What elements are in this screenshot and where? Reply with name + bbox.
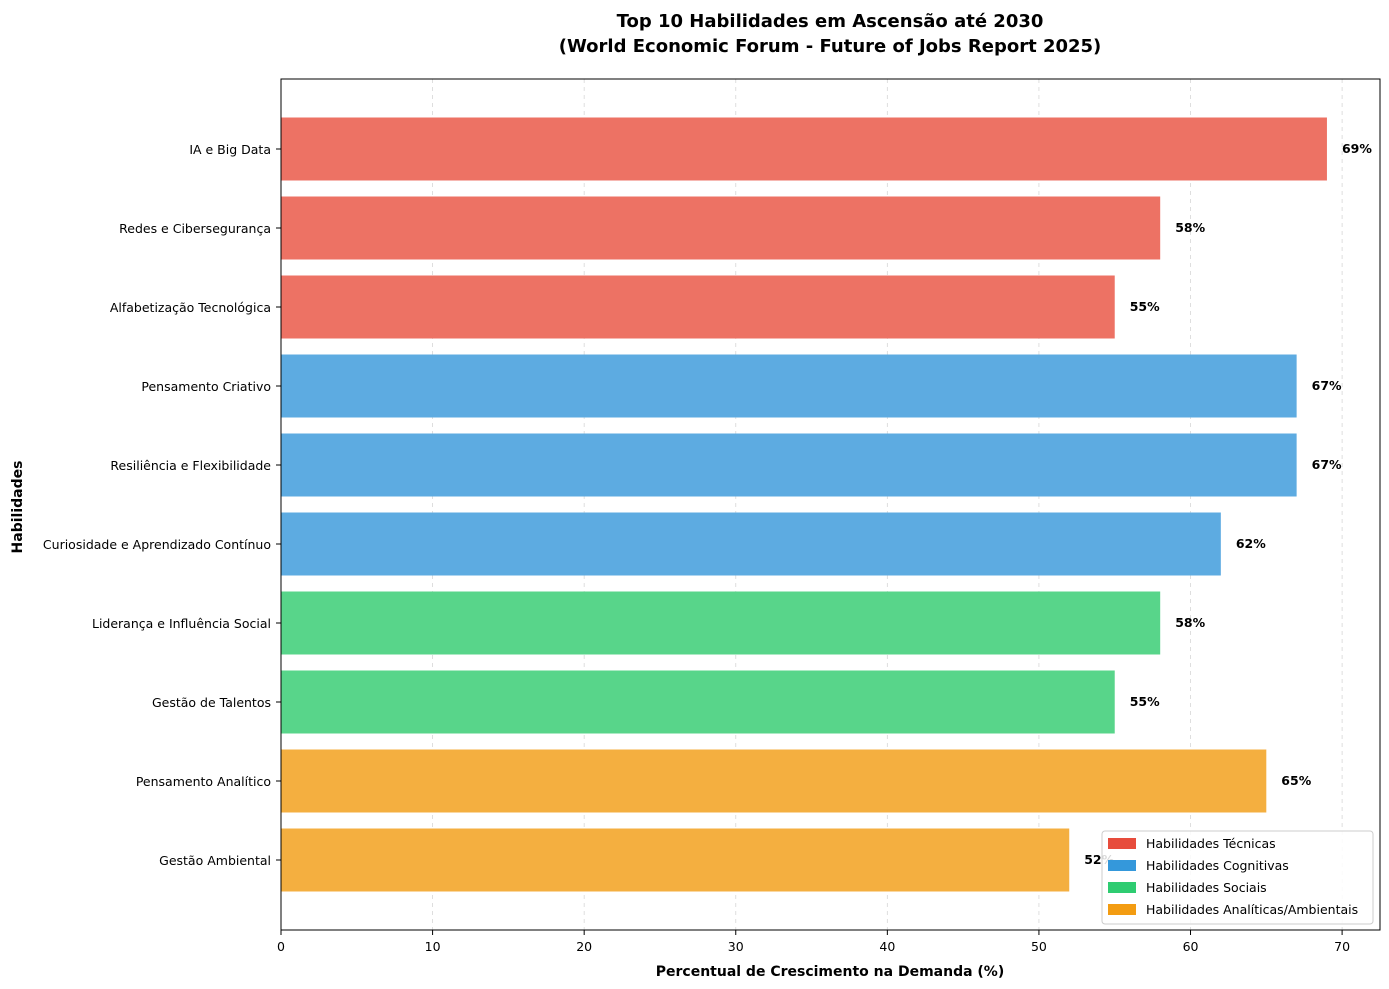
y-tick-label: Alfabetização Tecnológica — [110, 300, 271, 315]
legend-label: Habilidades Cognitivas — [1146, 858, 1289, 873]
y-tick-label: Resiliência e Flexibilidade — [110, 458, 271, 473]
legend-swatch — [1108, 838, 1136, 849]
bar — [281, 828, 1070, 892]
bar — [281, 433, 1297, 497]
plot-frame — [280, 78, 1381, 931]
bar — [281, 196, 1161, 260]
x-tick-label: 20 — [576, 939, 592, 954]
y-tick-label: Pensamento Analítico — [136, 774, 271, 789]
bar — [281, 591, 1161, 655]
value-label: 55% — [1130, 694, 1160, 709]
bars — [281, 117, 1327, 892]
y-axis-ticks: IA e Big Data Redes e Cibersegurança Alfab… — [43, 142, 281, 868]
y-axis-label: Habilidades — [10, 461, 26, 554]
grid-lines — [432, 79, 1343, 930]
legend-swatch — [1108, 904, 1136, 915]
y-tick-label: Gestão de Talentos — [152, 695, 271, 710]
bar — [281, 749, 1267, 813]
chart-title: Top 10 Habilidades em Ascensão até 2030 — [617, 11, 1044, 32]
y-tick-label: Curiosidade e Aprendizado Contínuo — [43, 537, 271, 552]
x-axis-label: Percentual de Crescimento na Demanda (%) — [656, 964, 1005, 980]
value-label: 55% — [1130, 299, 1160, 314]
legend-swatch — [1108, 860, 1136, 871]
legend-label: Habilidades Analíticas/Ambientais — [1146, 902, 1358, 917]
bar — [281, 275, 1115, 339]
x-tick-label: 70 — [1334, 939, 1350, 954]
legend-swatch — [1108, 882, 1136, 893]
y-tick-label: IA e Big Data — [189, 142, 271, 157]
legend: Habilidades Técnicas Habilidades Cognitiv… — [1101, 830, 1374, 925]
y-tick-label: Pensamento Criativo — [141, 379, 271, 394]
y-tick-label: Redes e Cibersegurança — [119, 221, 271, 236]
x-tick-label: 10 — [425, 939, 441, 954]
value-label: 58% — [1175, 220, 1205, 235]
value-label: 67% — [1312, 378, 1342, 393]
value-label: 67% — [1312, 457, 1342, 472]
bar — [281, 512, 1221, 576]
x-tick-label: 50 — [1031, 939, 1047, 954]
bar — [281, 354, 1297, 418]
x-tick-label: 40 — [879, 939, 895, 954]
value-label: 62% — [1236, 536, 1266, 551]
y-tick-label: Gestão Ambiental — [159, 853, 271, 868]
legend-label: Habilidades Técnicas — [1146, 836, 1276, 851]
bar — [281, 670, 1115, 734]
bar — [281, 117, 1327, 181]
y-tick-label: Liderança e Influência Social — [92, 616, 271, 631]
value-label: 65% — [1281, 773, 1311, 788]
value-label: 69% — [1342, 141, 1372, 156]
x-tick-label: 0 — [277, 939, 285, 954]
legend-label: Habilidades Sociais — [1146, 880, 1267, 895]
x-tick-label: 30 — [728, 939, 744, 954]
x-axis-ticks: 0 10 20 30 40 50 60 70 — [277, 930, 1350, 954]
chart-subtitle: (World Economic Forum - Future of Jobs R… — [559, 36, 1102, 57]
legend-box — [1101, 830, 1374, 925]
x-tick-label: 60 — [1183, 939, 1199, 954]
value-labels: 69%58%55%67%67%62%58%55%65%52% — [1084, 141, 1372, 867]
value-label: 58% — [1175, 615, 1205, 630]
